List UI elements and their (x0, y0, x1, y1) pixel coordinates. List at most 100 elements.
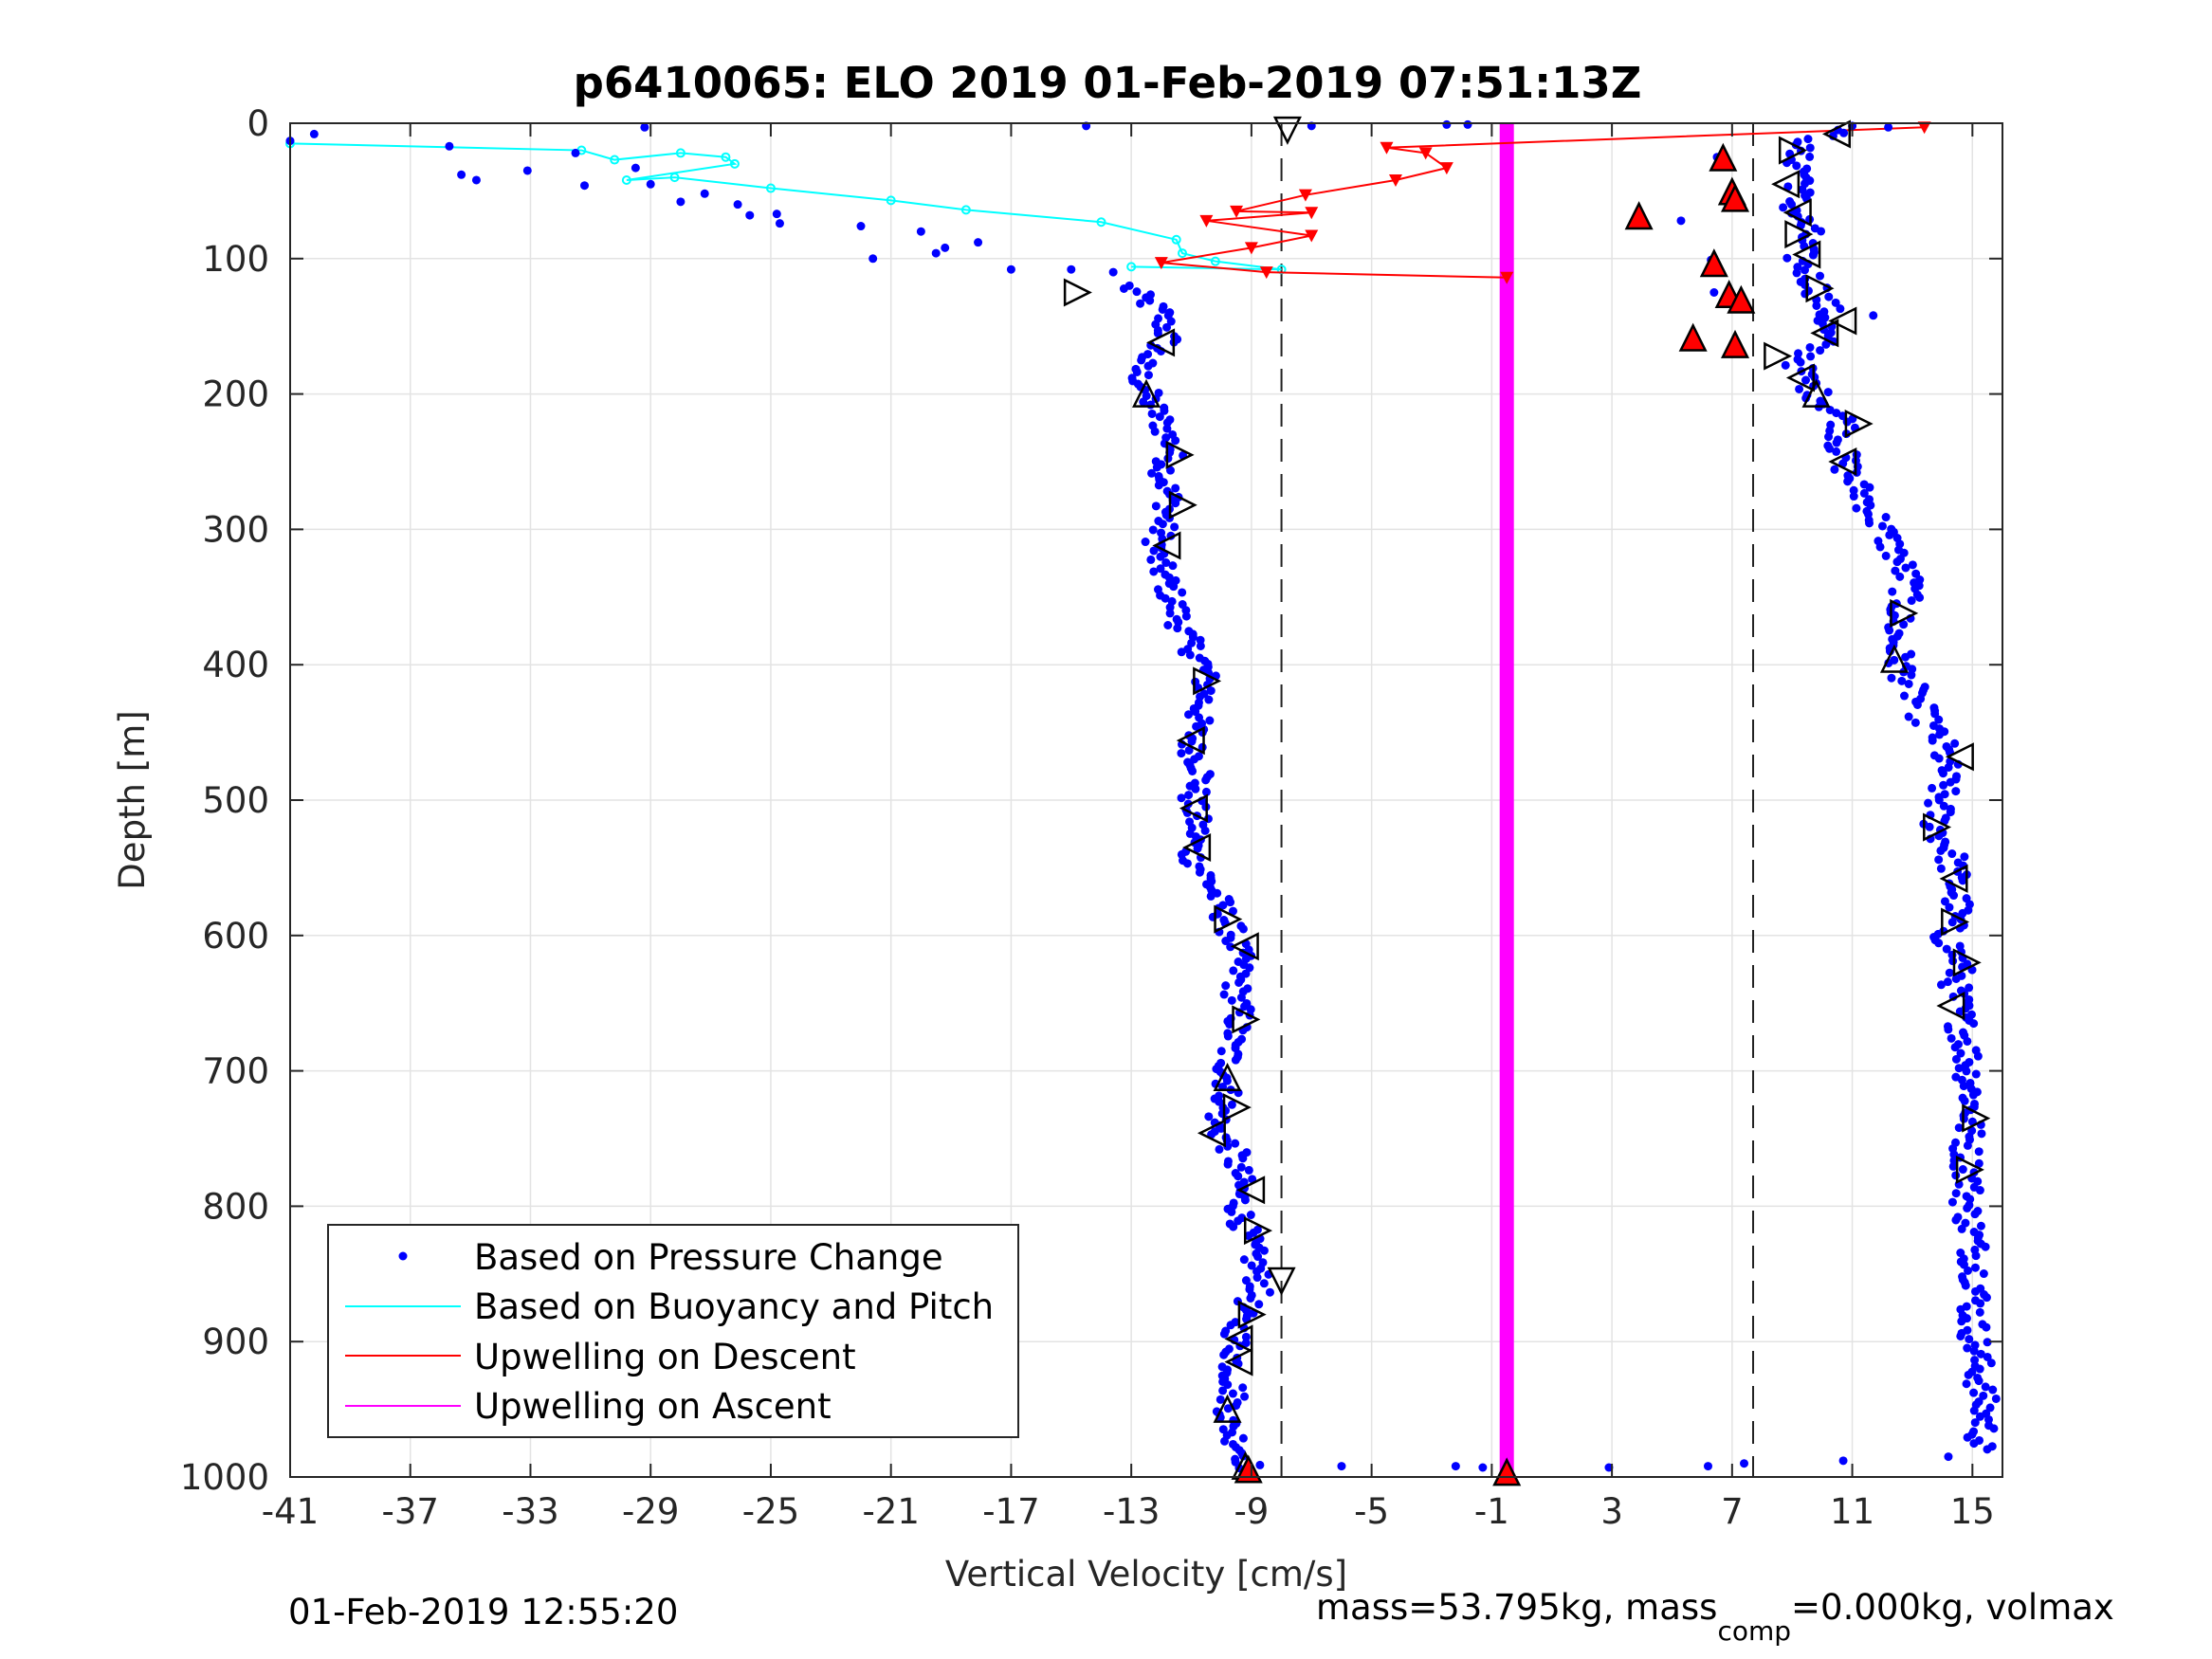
pressure-change-point (1238, 1154, 1248, 1163)
pressure-change-point (1887, 673, 1896, 683)
pressure-change-point (1970, 1210, 1980, 1219)
open-triangle-marker (1168, 490, 1197, 520)
pressure-change-point (1975, 1364, 1984, 1374)
x-tick-label: -29 (622, 1491, 679, 1532)
pressure-change-point (916, 227, 925, 236)
pressure-change-point (1796, 357, 1805, 367)
pressure-change-point (1951, 1189, 1961, 1198)
pressure-change-point (1184, 710, 1194, 720)
pressure-change-point (1227, 1207, 1236, 1216)
pressure-change-point (1244, 1165, 1253, 1175)
pressure-change-point (1849, 492, 1858, 501)
pressure-change-point (1928, 736, 1937, 745)
open-triangle-marker (1063, 278, 1092, 307)
pressure-change-point (1965, 1335, 1974, 1344)
pressure-change-point (1227, 995, 1236, 1005)
open-triangle-marker (1182, 832, 1212, 863)
pressure-change-point (1936, 864, 1946, 873)
upwelling-descent-line (1161, 126, 1925, 279)
pressure-change-point (1226, 898, 1235, 907)
open-triangle-marker (1213, 1062, 1242, 1091)
x-tick-label: -37 (382, 1491, 439, 1532)
pressure-change-point (1239, 1255, 1249, 1265)
footer-mass-suffix: =0.000kg, volmax (1791, 1587, 2114, 1628)
pressure-change-point (1234, 977, 1244, 987)
pressure-change-point (1808, 250, 1818, 260)
pressure-change-point (1160, 406, 1169, 415)
pressure-change-point (1865, 483, 1874, 492)
pressure-change-point (1206, 891, 1216, 901)
pressure-change-point (1226, 1321, 1235, 1330)
y-tick-label: 800 (202, 1186, 269, 1227)
open-triangle-marker (1272, 116, 1302, 145)
pressure-change-point (1216, 1395, 1225, 1404)
pressure-change-point (1108, 267, 1118, 277)
pressure-change-point (1899, 691, 1909, 701)
pressure-change-point (1204, 1112, 1214, 1121)
pressure-change-point (1970, 1263, 1980, 1272)
x-tick-label: 11 (1830, 1491, 1874, 1532)
pressure-change-point (1783, 182, 1793, 191)
pressure-change-point (1141, 538, 1150, 547)
pressure-change-point (1895, 572, 1905, 581)
pressure-change-point (1132, 367, 1142, 376)
pressure-change-point (1223, 1159, 1233, 1169)
pressure-change-point (1946, 777, 1955, 787)
pressure-change-point (1006, 264, 1015, 274)
pressure-change-point (1816, 271, 1825, 281)
open-triangle-marker (1844, 409, 1874, 439)
pressure-change-point (1709, 288, 1719, 297)
pressure-change-point (1801, 265, 1810, 275)
pressure-change-point (1989, 1424, 1999, 1433)
footer-mass-subscript: comp (1717, 1615, 1791, 1647)
pressure-change-point (580, 181, 590, 191)
pressure-change-point (1200, 826, 1210, 835)
x-tick-label: -21 (862, 1491, 919, 1532)
upwelling-descent-point (1380, 141, 1394, 155)
pressure-change-point (1136, 299, 1145, 308)
pressure-change-point (1236, 993, 1246, 1002)
upwelling-descent-point (1305, 229, 1319, 243)
x-tick-label: -9 (1234, 1491, 1269, 1532)
pressure-change-point (1957, 1224, 1966, 1233)
pressure-change-point (1225, 1019, 1234, 1029)
pressure-change-point (1979, 1269, 1988, 1279)
pressure-change-point (1792, 161, 1801, 171)
legend-box (327, 1224, 1019, 1438)
pressure-change-point (1149, 567, 1159, 576)
open-triangle-marker (1810, 319, 1839, 348)
open-triangle-marker (1214, 904, 1243, 934)
upwelling-descent-point (1388, 173, 1402, 187)
upwelling-descent-point (1259, 266, 1273, 280)
pressure-change-point (1830, 465, 1839, 474)
pressure-change-point (1912, 700, 1922, 709)
pressure-change-point (1132, 287, 1142, 297)
pressure-change-point (1852, 503, 1861, 513)
upwelling-descent-point (1418, 147, 1433, 160)
pressure-change-point (1938, 769, 1947, 778)
pressure-change-point (1177, 793, 1186, 803)
pressure-change-point (1934, 715, 1944, 724)
pressure-change-point (1219, 1350, 1229, 1359)
pressure-change-point (1206, 686, 1216, 696)
upwelling-descent-point (1298, 189, 1312, 202)
pressure-change-point (1944, 762, 1953, 772)
pressure-change-point (1188, 766, 1197, 775)
pressure-change-point (1961, 1281, 1970, 1290)
y-tick-label: 500 (202, 780, 269, 821)
pressure-change-point (1816, 346, 1825, 356)
pressure-change-point (1165, 603, 1175, 612)
pressure-change-point (640, 122, 649, 132)
pressure-change-point (1177, 647, 1186, 657)
upwelling-descent-point (1230, 205, 1244, 218)
open-triangle-marker (1131, 378, 1161, 408)
pressure-change-point (1247, 1261, 1256, 1270)
open-triangle-marker (1237, 1300, 1267, 1329)
pressure-change-point (1185, 650, 1195, 660)
pressure-change-point (1950, 738, 1960, 748)
pressure-change-point (1221, 981, 1231, 991)
pressure-change-point (1884, 122, 1893, 132)
pressure-change-point (1934, 754, 1944, 763)
y-tick-label: 1000 (180, 1457, 269, 1498)
pressure-change-point (1977, 1129, 1986, 1139)
